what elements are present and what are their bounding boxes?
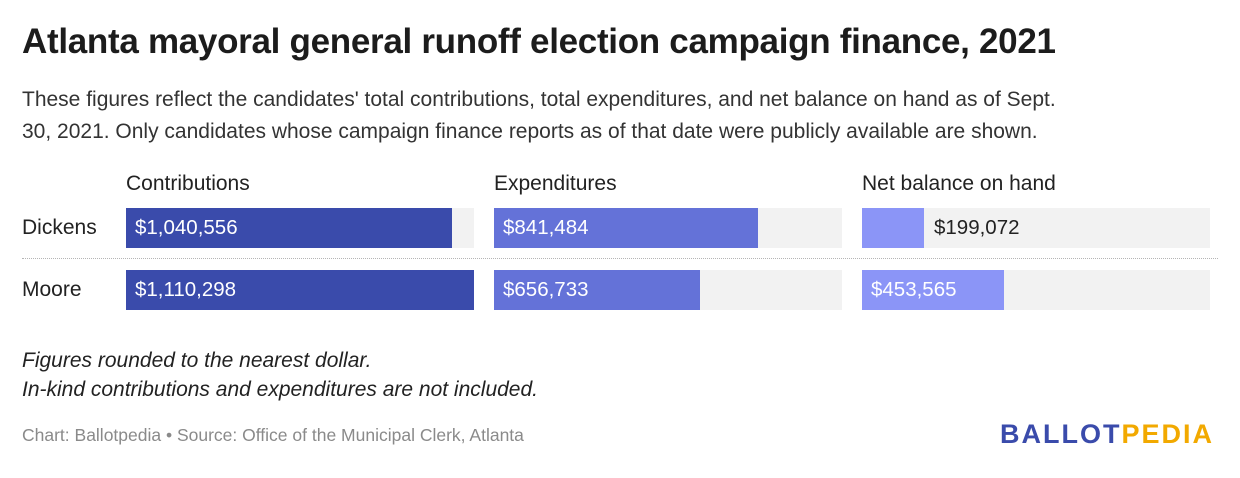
bar-track: $199,072 [862,208,1210,248]
data-label: $1,040,556 [135,216,238,239]
ballotpedia-logo[interactable]: BALLOTPEDIA [1000,419,1214,450]
bar-track: $453,565 [862,270,1210,310]
data-label: $656,733 [503,278,589,301]
bar-track: $841,484 [494,208,842,248]
bar-moore-2 [494,270,700,310]
bar-dickens-2 [494,208,758,248]
chart-source: Chart: Ballotpedia • Source: Office of t… [22,425,524,445]
logo-ballot: BALLOT [999,419,1122,449]
data-label: $841,484 [503,216,589,239]
row-label-dickens: Dickens [22,216,97,239]
subtitle-line-2: 30, 2021. Only candidates whose campaign… [22,120,1038,143]
row-separator [22,258,1218,259]
bar-moore-1 [126,270,474,310]
note-rounding: Figures rounded to the nearest dollar. [22,349,372,372]
bar-track: $656,733 [494,270,842,310]
column-header-2: Expenditures [494,172,617,195]
bar-track: $1,040,556 [126,208,474,248]
bar-moore-3 [862,270,1004,310]
column-header-1: Contributions [126,172,250,195]
row-label-moore: Moore [22,278,82,301]
logo-pedia: PEDIA [1121,419,1214,449]
bar-track: $1,110,298 [126,270,474,310]
subtitle-line-1: These figures reflect the candidates' to… [22,88,1056,111]
data-label: $453,565 [871,278,957,301]
bar-dickens-1 [126,208,452,248]
data-label: $199,072 [934,216,1020,239]
column-header-3: Net balance on hand [862,172,1056,195]
chart-subtitle: These figures reflect the candidates' to… [22,84,1222,148]
data-label: $1,110,298 [135,278,237,301]
bar-dickens-3 [862,208,924,248]
chart-title: Atlanta mayoral general runoff election … [22,22,1056,61]
note-in-kind: In-kind contributions and expenditures a… [22,378,538,401]
